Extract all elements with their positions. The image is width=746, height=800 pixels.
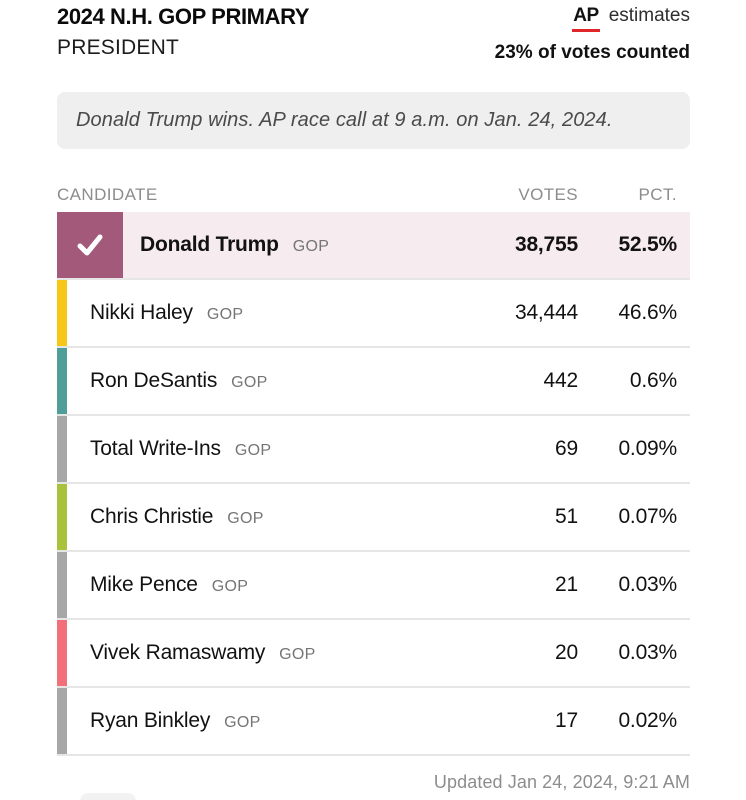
candidate-cell: Chris Christie GOP (67, 505, 448, 529)
candidate-cell: Vivek Ramaswamy GOP (67, 641, 448, 665)
candidate-votes: 17 (555, 709, 578, 732)
race-title: 2024 N.H. GOP PRIMARY (57, 4, 310, 29)
candidate-name: Total Write-Ins (90, 437, 221, 460)
table-row: Mike Pence GOP 21 0.03% (57, 552, 690, 620)
candidate-votes: 20 (555, 641, 578, 664)
candidate-color-bar (57, 348, 67, 414)
candidate-cell: Ryan Binkley GOP (67, 709, 448, 733)
column-header-votes: VOTES (518, 185, 578, 204)
ap-estimates-block: AP estimates 23% of votes counted (495, 5, 690, 64)
candidate-name: Vivek Ramaswamy (90, 641, 266, 664)
candidate-color-bar (57, 484, 67, 550)
candidate-pct: 0.03% (618, 573, 677, 596)
candidate-pct: 46.6% (618, 301, 677, 324)
candidate-party: GOP (292, 238, 330, 255)
candidate-pct: 52.5% (618, 233, 677, 256)
table-row: Ryan Binkley GOP 17 0.02% (57, 688, 690, 756)
race-title-block: 2024 N.H. GOP PRIMARY PRESIDENT (57, 4, 310, 60)
column-header-pct: PCT. (638, 185, 677, 204)
candidate-party: GOP (224, 714, 261, 731)
votes-counted: 23% of votes counted (494, 42, 690, 63)
table-row: Total Write-Ins GOP 69 0.09% (57, 416, 690, 484)
results-table: Donald Trump GOP 38,755 52.5% Nikki Hale… (57, 212, 690, 756)
candidate-cell: Nikki Haley GOP (67, 301, 448, 325)
candidate-votes: 69 (555, 437, 578, 460)
candidate-name: Donald Trump (140, 233, 279, 256)
table-row: Ron DeSantis GOP 442 0.6% (57, 348, 690, 416)
candidate-color-bar (57, 620, 67, 686)
candidate-color-bar (57, 688, 67, 754)
cutoff-element (80, 793, 136, 800)
candidate-pct: 0.6% (629, 369, 677, 392)
table-row: Vivek Ramaswamy GOP 20 0.03% (57, 620, 690, 688)
ap-estimates-line: AP estimates (495, 5, 690, 32)
candidate-party: GOP (227, 510, 264, 527)
candidate-party: GOP (234, 442, 272, 459)
column-header-candidate: CANDIDATE (57, 185, 158, 204)
candidate-votes: 34,444 (514, 301, 578, 324)
table-row: Donald Trump GOP 38,755 52.5% (57, 212, 690, 280)
candidate-name: Ron DeSantis (90, 369, 218, 392)
candidate-pct: 0.09% (618, 437, 677, 460)
table-header: CANDIDATE VOTES PCT. (57, 185, 690, 212)
header: 2024 N.H. GOP PRIMARY PRESIDENT AP estim… (57, 4, 690, 64)
candidate-color-bar (57, 212, 123, 278)
candidate-pct: 0.03% (618, 641, 677, 664)
candidate-name: Ryan Binkley (90, 709, 211, 732)
candidate-votes: 51 (555, 505, 578, 528)
race-office: PRESIDENT (57, 36, 179, 60)
candidate-pct: 0.07% (618, 505, 677, 528)
estimates-label: estimates (608, 5, 690, 26)
winner-check-icon (77, 234, 103, 256)
race-call-text: Donald Trump wins. AP race call at 9 a.m… (76, 109, 613, 131)
table-row: Nikki Haley GOP 34,444 46.6% (57, 280, 690, 348)
candidate-party: GOP (279, 646, 316, 663)
updated-timestamp: Updated Jan 24, 2024, 9:21 AM (433, 772, 690, 792)
candidate-pct: 0.02% (618, 709, 677, 732)
candidate-party: GOP (211, 578, 249, 595)
candidate-color-bar (57, 552, 67, 618)
candidate-name: Chris Christie (90, 505, 214, 528)
candidate-color-bar (57, 416, 67, 482)
candidate-color-bar (57, 280, 67, 346)
race-call-banner: Donald Trump wins. AP race call at 9 a.m… (57, 92, 690, 149)
candidate-cell: Donald Trump GOP (123, 233, 448, 257)
candidate-cell: Total Write-Ins GOP (67, 437, 448, 461)
candidate-votes: 38,755 (514, 233, 578, 256)
candidate-votes: 21 (555, 573, 578, 596)
candidate-party: GOP (231, 374, 268, 391)
candidate-party: GOP (206, 306, 244, 323)
candidate-cell: Mike Pence GOP (67, 573, 448, 597)
ap-logo: AP (572, 5, 600, 32)
candidate-name: Nikki Haley (90, 301, 193, 324)
candidate-cell: Ron DeSantis GOP (67, 369, 448, 393)
candidate-name: Mike Pence (90, 573, 198, 596)
candidate-votes: 442 (543, 369, 579, 392)
table-row: Chris Christie GOP 51 0.07% (57, 484, 690, 552)
